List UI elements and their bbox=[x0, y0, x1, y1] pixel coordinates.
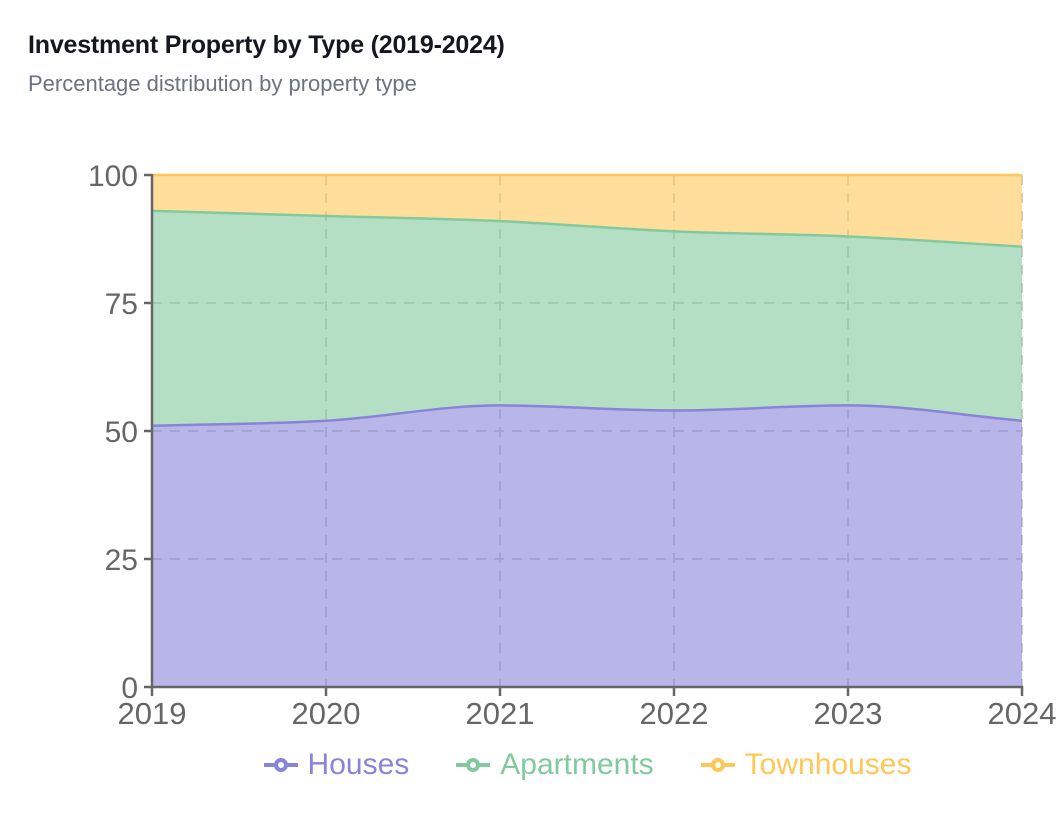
y-axis-tick-label: 0 bbox=[121, 672, 138, 705]
legend-item-townhouses: Townhouses bbox=[700, 748, 912, 781]
y-axis-tick-label: 50 bbox=[105, 416, 138, 449]
legend-marker-apartments-icon bbox=[456, 758, 491, 772]
chart-legend: Houses Apartments Townhouses bbox=[152, 750, 1022, 780]
area-houses bbox=[152, 405, 1022, 687]
y-axis-tick-label: 25 bbox=[105, 544, 138, 577]
chart-header: Investment Property by Type (2019-2024) … bbox=[28, 31, 505, 96]
legend-marker-townhouses-icon bbox=[700, 758, 735, 772]
legend-label: Houses bbox=[307, 748, 410, 781]
chart-title: Investment Property by Type (2019-2024) bbox=[28, 31, 505, 59]
x-axis-tick-label: 2020 bbox=[292, 696, 361, 731]
area-outline-houses bbox=[151, 404, 1023, 428]
legend-label: Townhouses bbox=[744, 748, 912, 781]
y-axis-tick-label: 100 bbox=[88, 160, 138, 193]
x-axis-tick-label: 2023 bbox=[814, 696, 883, 731]
chart-subtitle: Percentage distribution by property type bbox=[28, 70, 417, 96]
area-outline-apartments bbox=[151, 209, 1023, 248]
area-apartments bbox=[152, 210, 1022, 426]
area-townhouses bbox=[152, 175, 1022, 247]
legend-item-apartments: Apartments bbox=[455, 748, 654, 781]
x-axis-tick-label: 2022 bbox=[640, 696, 709, 731]
legend-marker-houses-icon bbox=[263, 758, 298, 772]
x-axis-tick-label: 2019 bbox=[118, 696, 187, 731]
legend-item-houses: Houses bbox=[263, 748, 410, 781]
y-axis-tick-label: 75 bbox=[105, 288, 138, 321]
x-axis-tick-label: 2021 bbox=[466, 696, 535, 731]
x-axis-tick-label: 2024 bbox=[988, 696, 1057, 731]
legend-label: Apartments bbox=[500, 748, 654, 781]
